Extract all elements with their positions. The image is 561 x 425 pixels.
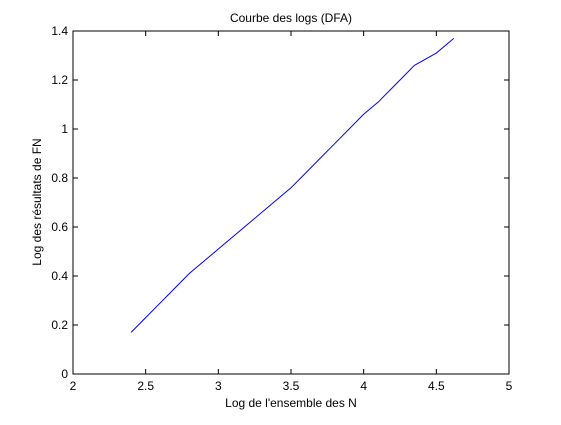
y-tick-label: 0.2 [51, 318, 68, 332]
x-tick-label: 4 [360, 379, 367, 393]
x-tick-label: 5 [506, 379, 513, 393]
y-tick-label: 1 [61, 122, 68, 136]
x-axis-ticks: 2 2.5 3 3.5 4 4.5 5 [70, 31, 513, 393]
x-tick-label: 3.5 [283, 379, 300, 393]
x-tick-label: 4.5 [428, 379, 445, 393]
x-axis-label: Log de l'ensemble des N [225, 396, 357, 410]
y-tick-label: 0 [61, 367, 68, 381]
x-tick-label: 3 [215, 379, 222, 393]
y-tick-label: 0.4 [51, 269, 68, 283]
y-tick-label: 0.6 [51, 220, 68, 234]
x-tick-label: 2 [70, 379, 77, 393]
y-tick-label: 0.8 [51, 171, 68, 185]
y-tick-label: 1.2 [51, 73, 68, 87]
axes-box [72, 30, 510, 375]
y-axis-ticks: 0 0.2 0.4 0.6 0.8 1 1.2 1.4 [51, 24, 509, 381]
chart-title: Courbe des logs (DFA) [230, 11, 352, 25]
x-tick-label: 2.5 [137, 379, 154, 393]
y-tick-label: 1.4 [51, 24, 68, 38]
series-layer [130, 37, 455, 333]
series-line [130, 37, 455, 333]
y-axis-label: Log des résultats de FN [30, 138, 44, 265]
